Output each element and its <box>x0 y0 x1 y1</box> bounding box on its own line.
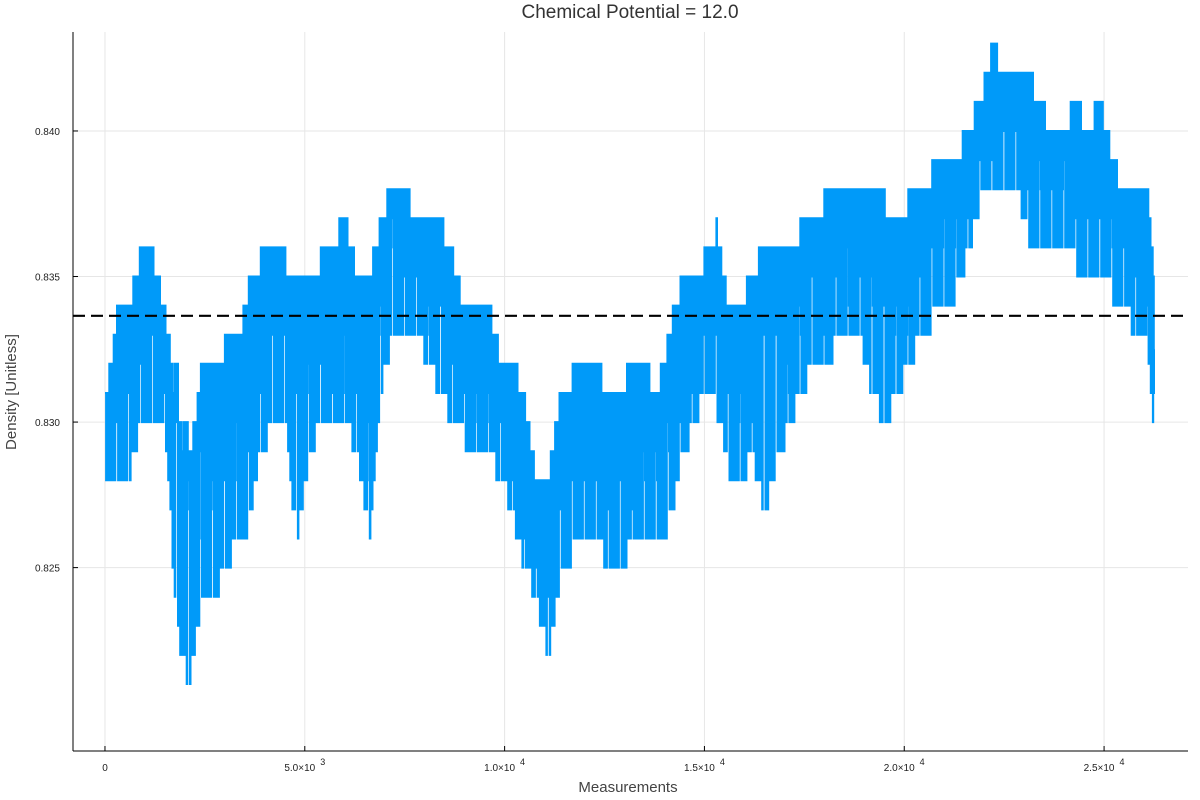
x-tick-exponent: 4 <box>920 757 925 767</box>
density-series-line <box>105 42 1155 685</box>
y-axis-label: Density [Unitless] <box>3 334 20 450</box>
x-tick-label: 1.0×10 4 <box>484 757 525 774</box>
x-tick-exponent: 3 <box>320 757 325 767</box>
x-axis-label: Measurements <box>578 779 677 796</box>
x-tick-mantissa: 0 <box>102 763 108 774</box>
y-tick-label: 0.835 <box>35 273 60 284</box>
x-tick-label: 5.0×10 3 <box>284 757 325 774</box>
x-tick-mantissa: 5.0×10 <box>284 763 315 774</box>
axis-layer <box>72 32 1188 752</box>
x-tick-exponent: 4 <box>1120 757 1125 767</box>
x-tick-mantissa: 2.5×10 <box>1084 763 1115 774</box>
x-tick-exponent: 4 <box>720 757 725 767</box>
x-tick-mantissa: 1.0×10 <box>484 763 515 774</box>
y-tick-label: 0.830 <box>35 418 60 429</box>
x-tick-label: 2.5×10 4 <box>1084 757 1125 774</box>
y-tick-label: 0.825 <box>35 564 60 575</box>
y-tick-label: 0.840 <box>35 127 60 138</box>
x-tick-mantissa: 1.5×10 <box>684 763 715 774</box>
x-tick-label: 2.0×10 4 <box>884 757 925 774</box>
chart-title: Chemical Potential = 12.0 <box>521 2 738 23</box>
x-tick-exponent: 4 <box>520 757 525 767</box>
x-tick-label: 0 <box>102 763 108 774</box>
x-tick-label: 1.5×10 4 <box>684 757 725 774</box>
x-tick-mantissa: 2.0×10 <box>884 763 915 774</box>
data-layer <box>73 42 1188 685</box>
